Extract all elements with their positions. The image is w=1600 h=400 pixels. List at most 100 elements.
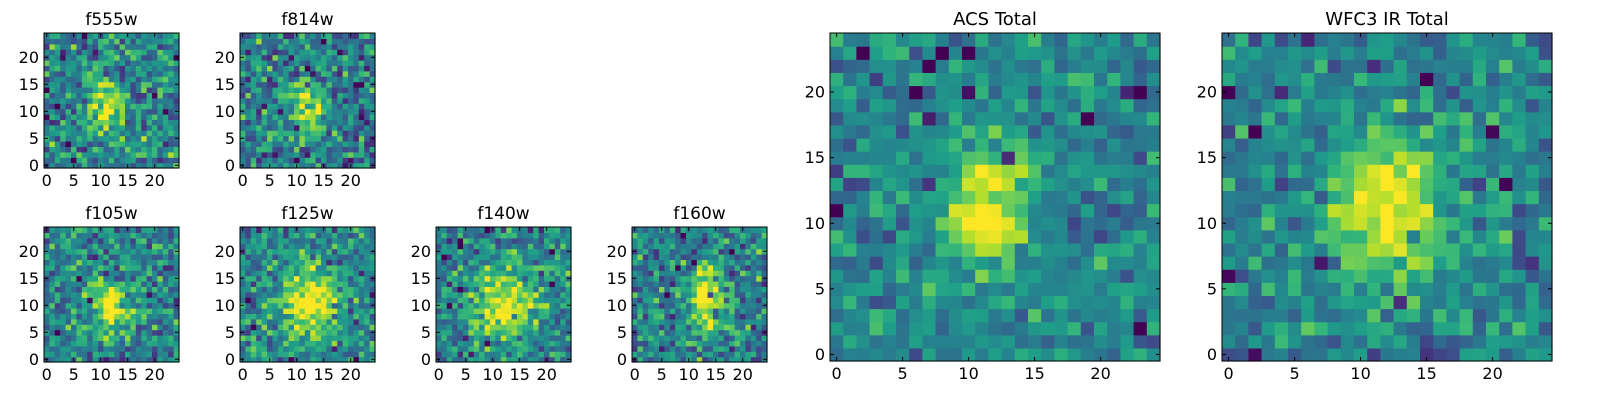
heatmap-cell <box>675 232 682 239</box>
heatmap-cell <box>108 243 115 250</box>
heatmap-cell <box>135 92 142 99</box>
heatmap-cell <box>283 237 290 244</box>
heatmap-cell <box>261 70 268 77</box>
heatmap-cell <box>1301 229 1315 244</box>
heatmap-cell <box>745 313 752 320</box>
heatmap-cell <box>745 324 752 331</box>
heatmap-cell <box>909 334 923 349</box>
heatmap-cell <box>146 281 153 287</box>
heatmap-cell <box>135 302 142 309</box>
heatmap-cell <box>527 254 534 260</box>
heatmap-cell <box>310 291 317 298</box>
heatmap-cell <box>675 297 682 304</box>
heatmap-cell <box>81 227 88 233</box>
heatmap-cell <box>353 254 360 260</box>
heatmap-cell <box>729 243 736 250</box>
heatmap-cell <box>718 286 725 293</box>
heatmap-cell <box>348 329 354 336</box>
heatmap-cell <box>119 81 126 88</box>
heatmap-cell <box>1380 151 1395 165</box>
heatmap-cell <box>909 321 923 336</box>
heatmap-cell <box>1354 164 1368 178</box>
heatmap-cell <box>283 130 290 137</box>
heatmap-cell <box>81 248 88 255</box>
heatmap-cell <box>326 291 333 298</box>
heatmap-cell <box>310 151 317 158</box>
heatmap-cell <box>517 248 523 255</box>
heatmap-cell <box>245 302 252 309</box>
heatmap-cell <box>315 291 322 298</box>
heatmap-cell <box>87 141 94 147</box>
heatmap-cell <box>60 130 67 137</box>
heatmap-cell <box>114 237 121 244</box>
heatmap-cell <box>922 295 937 310</box>
heatmap-cell <box>294 324 300 331</box>
heatmap-cell <box>517 318 523 325</box>
heatmap-cell <box>1459 256 1474 270</box>
y-tick-label: 0 <box>421 350 431 369</box>
heatmap-cell <box>81 275 88 282</box>
heatmap-cell <box>1486 321 1500 336</box>
heatmap-cell <box>1288 242 1302 257</box>
heatmap-cell <box>44 291 50 298</box>
heatmap-cell <box>707 264 714 271</box>
heatmap-cell <box>152 286 158 293</box>
heatmap-cell <box>162 162 169 169</box>
heatmap-cell <box>882 229 897 244</box>
heatmap-cell <box>500 259 507 266</box>
heatmap-cell <box>856 111 871 126</box>
heatmap-cell <box>1367 347 1381 362</box>
heatmap-cell <box>157 114 164 120</box>
heatmap-cell <box>256 146 263 153</box>
heatmap-cell <box>1014 98 1029 113</box>
heatmap-cell <box>65 286 72 293</box>
heatmap-cell <box>256 335 263 341</box>
heatmap-cell <box>830 137 844 152</box>
heatmap-cell <box>146 335 153 341</box>
heatmap-cell <box>1235 282 1249 296</box>
heatmap-cell <box>277 345 284 352</box>
heatmap-cell <box>119 97 126 104</box>
heatmap-cell <box>632 351 638 358</box>
heatmap-cell <box>103 351 110 358</box>
heatmap-cell <box>740 270 746 277</box>
heatmap-cell <box>948 347 963 362</box>
heatmap-cell <box>441 335 448 341</box>
heatmap-cell <box>283 43 290 50</box>
heatmap-cell <box>87 324 94 331</box>
heatmap-cell <box>446 351 453 358</box>
heatmap-cell <box>680 248 687 255</box>
heatmap-cell <box>152 297 158 304</box>
heatmap-cell <box>500 264 507 271</box>
heatmap-cell <box>304 114 311 120</box>
heatmap-cell <box>277 162 284 169</box>
heatmap-cell <box>353 248 360 255</box>
heatmap-cell <box>1354 334 1368 349</box>
heatmap-cell <box>1028 308 1042 323</box>
heatmap-cell <box>173 124 180 131</box>
heatmap-cell <box>87 227 94 233</box>
heatmap-cell <box>108 76 115 83</box>
heatmap-cell <box>135 81 142 88</box>
heatmap-cell <box>288 318 295 325</box>
heatmap-cell <box>560 335 567 341</box>
heatmap-cell <box>310 259 317 266</box>
heatmap-cell <box>342 308 349 314</box>
heatmap-cell <box>173 351 180 358</box>
heatmap-cell <box>162 76 169 83</box>
heatmap-cell <box>358 146 365 153</box>
heatmap-cell <box>49 281 56 287</box>
heatmap-cell <box>713 340 719 347</box>
heatmap-cell <box>896 334 910 349</box>
heatmap-cell <box>272 38 279 45</box>
heatmap-cell <box>81 291 88 298</box>
heatmap-cell <box>554 259 561 266</box>
heatmap-cell <box>538 345 545 352</box>
heatmap-cell <box>348 92 354 99</box>
heatmap-cell <box>337 97 344 104</box>
heatmap-cell <box>337 43 344 50</box>
heatmap-cell <box>369 114 376 120</box>
heatmap-cell <box>146 345 153 352</box>
y-tick-label: 20 <box>411 242 431 261</box>
